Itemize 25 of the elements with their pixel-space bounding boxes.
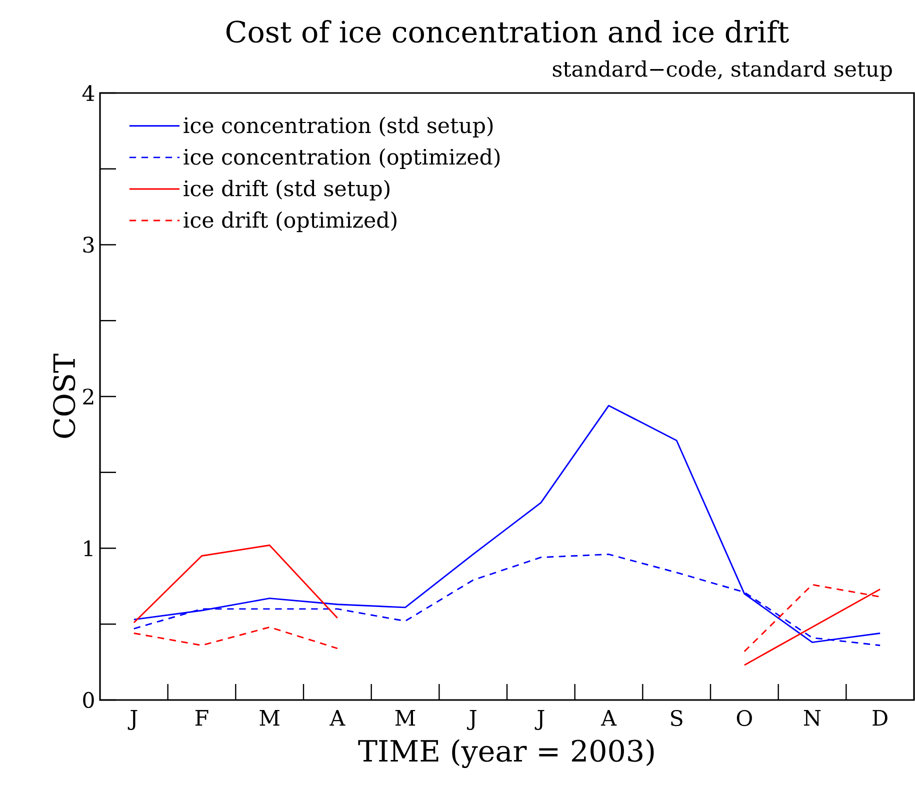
x-tick-label: N [804,710,821,726]
y-tick-label: 1 [84,540,92,556]
x-tick-label: J [534,710,544,730]
legend-label: ice drift (std setup) [184,180,390,201]
x-tick-label: M [260,710,280,726]
x-tick-label: J [128,710,138,730]
legend-label: ice concentration (optimized) [184,148,500,169]
legend-label: ice drift (optimized) [184,211,396,232]
x-axis-title: TIME (year = 2003) [358,739,654,768]
chart-subtitle: standard−code, standard setup [552,60,892,82]
y-tick-label: 0 [83,692,94,708]
x-tick-label: A [600,710,617,726]
x-tick-label: M [395,710,416,726]
legend-label: ice concentration (std setup) [184,116,493,138]
y-tick-label: 4 [82,85,94,101]
x-tick-label: S [671,710,682,726]
chart-title: Cost of ice concentration and ice drift [226,20,789,43]
y-axis-title: COST [53,354,76,438]
x-tick-label: D [872,710,888,726]
x-tick-label: O [736,710,752,726]
x-tick-label: A [330,710,346,726]
y-tick-label: 2 [83,388,94,404]
y-tick-label: 3 [83,236,94,253]
x-tick-label: J [467,710,476,730]
x-tick-label: F [196,710,208,726]
